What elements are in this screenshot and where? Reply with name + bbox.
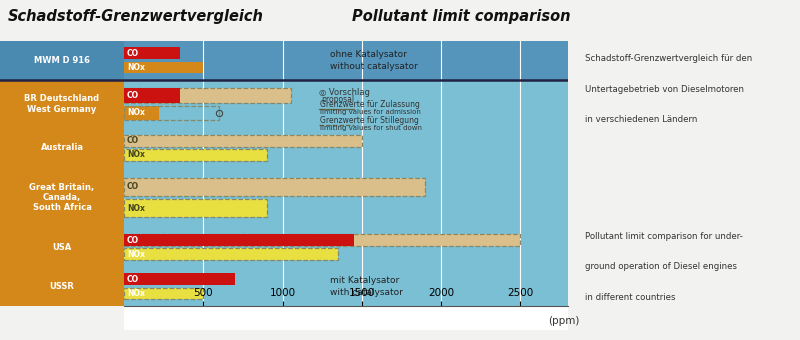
Bar: [124, 105, 219, 120]
Text: ohne Katalysator
without catalysator: ohne Katalysator without catalysator: [330, 50, 418, 71]
Text: limiting values for shut down: limiting values for shut down: [320, 125, 422, 131]
Text: ◎ Vorschlag: ◎ Vorschlag: [319, 87, 370, 97]
Bar: [124, 288, 203, 299]
Bar: [0, 41, 124, 80]
Bar: [124, 167, 568, 228]
Bar: [124, 135, 362, 147]
Text: NOx: NOx: [127, 250, 145, 259]
Bar: [124, 88, 290, 103]
Bar: [124, 62, 203, 73]
Bar: [0, 80, 124, 128]
Text: ground operation of Diesel engines: ground operation of Diesel engines: [585, 262, 737, 271]
Text: CO: CO: [127, 275, 139, 284]
Bar: [124, 249, 338, 260]
Bar: [0, 267, 124, 306]
Text: Schadstoff-Grenzwertvergleich für den: Schadstoff-Grenzwertvergleich für den: [585, 54, 752, 63]
Bar: [124, 80, 568, 128]
Text: CO: CO: [127, 49, 139, 58]
Bar: [124, 149, 266, 161]
Bar: [124, 199, 266, 217]
Bar: [124, 177, 426, 196]
Text: NOx: NOx: [127, 63, 145, 72]
Text: MWM D 916: MWM D 916: [34, 56, 90, 65]
Text: BR Deutschland
West Germany: BR Deutschland West Germany: [25, 95, 99, 114]
Bar: [124, 234, 354, 246]
Bar: [124, 249, 203, 260]
Bar: [124, 288, 203, 299]
Bar: [124, 128, 568, 167]
Text: Untertagebetrieb von Dieselmotoren: Untertagebetrieb von Dieselmotoren: [585, 85, 744, 94]
Text: (ppm): (ppm): [548, 317, 579, 326]
Bar: [124, 41, 568, 80]
Text: limiting values for admission: limiting values for admission: [320, 109, 421, 115]
Text: Grenzwerte für Stillegung: Grenzwerte für Stillegung: [320, 116, 418, 125]
Bar: [0, 128, 124, 167]
Bar: [124, 149, 266, 161]
Bar: [0, 228, 124, 267]
Text: Great Britain,
Canada,
South Africa: Great Britain, Canada, South Africa: [30, 183, 94, 212]
Text: CO: CO: [127, 91, 139, 100]
Text: NOx: NOx: [127, 150, 145, 159]
Bar: [124, 199, 266, 217]
Bar: [124, 135, 362, 147]
Text: Grenzwerte für Zulassung: Grenzwerte für Zulassung: [320, 100, 420, 109]
Text: NOx: NOx: [127, 289, 145, 298]
Text: NOx: NOx: [127, 108, 145, 117]
Text: in different countries: in different countries: [585, 293, 675, 302]
Bar: [124, 288, 179, 299]
Bar: [124, 234, 521, 246]
Text: mit Katalysator
with catalysator: mit Katalysator with catalysator: [330, 276, 403, 297]
Text: USSR: USSR: [50, 282, 74, 291]
Bar: [124, 267, 568, 306]
Text: in verschiedenen Ländern: in verschiedenen Ländern: [585, 115, 698, 124]
Bar: [124, 105, 159, 120]
Bar: [124, 88, 179, 103]
Bar: [0, 167, 124, 228]
Text: CO: CO: [127, 182, 139, 191]
Text: proposal: proposal: [322, 95, 354, 104]
Bar: [124, 228, 568, 267]
Text: Pollutant limit comparison: Pollutant limit comparison: [352, 8, 570, 23]
Bar: [124, 273, 235, 285]
Bar: [124, 177, 426, 196]
Text: Pollutant limit comparison for under-: Pollutant limit comparison for under-: [585, 232, 743, 241]
Bar: [124, 88, 290, 103]
Bar: [124, 48, 179, 59]
Bar: [124, 234, 521, 246]
Text: Schadstoff-Grenzwertvergleich: Schadstoff-Grenzwertvergleich: [8, 8, 264, 23]
Text: Australia: Australia: [41, 143, 83, 152]
Text: USA: USA: [52, 243, 72, 252]
Text: NOx: NOx: [127, 204, 145, 213]
Text: CO: CO: [127, 136, 139, 145]
Bar: [124, 249, 338, 260]
Text: CO: CO: [127, 236, 139, 245]
